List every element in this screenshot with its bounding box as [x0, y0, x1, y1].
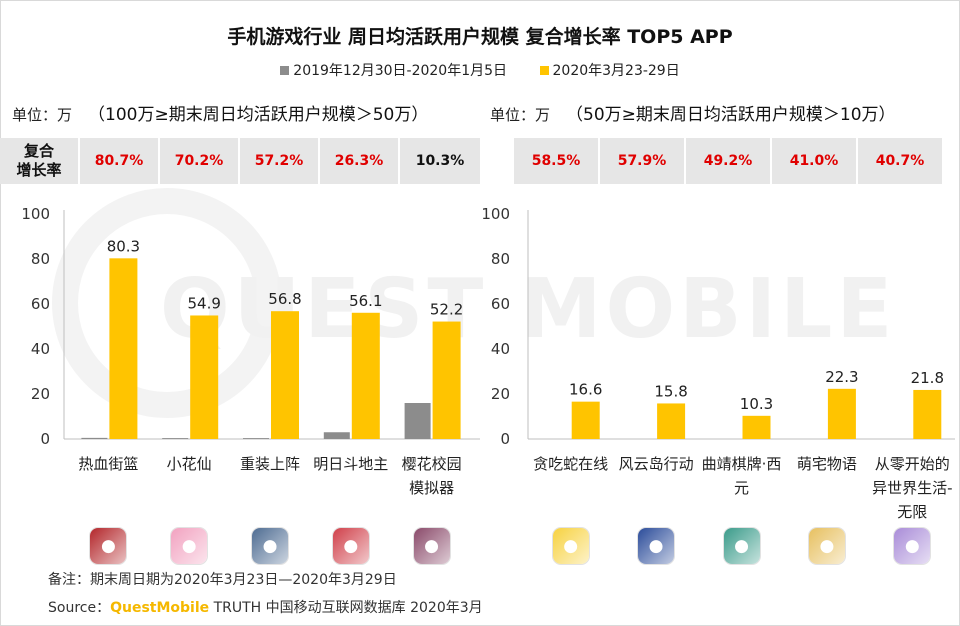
left-x-tick-label: 小花仙	[166, 455, 212, 473]
legend-item-period-1: 2019年12月30日-2020年1月5日	[280, 60, 507, 80]
right-data-label: 22.3	[825, 368, 858, 386]
left-range-label: （100万≥期末周日均活跃用户规模＞50万）	[88, 105, 429, 125]
right-y-tick-label: 80	[491, 250, 510, 268]
left-bar-period-1	[243, 438, 269, 439]
right-y-tick-label: 100	[481, 205, 510, 223]
left-growth-4: 26.3%	[320, 138, 400, 184]
left-data-label: 54.9	[187, 294, 220, 312]
right-unit: 单位：万 （50万≥期末周日均活跃用户规模＞10万）	[490, 100, 896, 125]
left-bar-period-2	[271, 311, 299, 439]
left-y-tick-label: 0	[40, 430, 50, 448]
footnote: 备注：期末周日期为2020年3月23日—2020年3月29日	[48, 572, 397, 588]
right-unit-label: 单位：万	[490, 106, 551, 124]
right-x-tick-label: 从零开始的 异世界生活- 无限	[872, 455, 953, 521]
right-data-label: 10.3	[740, 395, 773, 413]
left-growth-3: 57.2%	[240, 138, 320, 184]
chart-title: 手机游戏行业 周日均活跃用户规模 复合增长率 TOP5 APP	[227, 26, 733, 48]
right-bar-period-2	[742, 415, 771, 439]
left-bar-period-2	[351, 312, 380, 439]
right-y-tick-label: 20	[491, 385, 510, 403]
source-brand: QuestMobile	[110, 600, 210, 616]
growth-header: 复合 增长率	[0, 138, 80, 184]
right-growth-row: 58.5% 57.9% 49.2% 41.0% 40.7%	[514, 138, 942, 184]
left-y-tick-label: 20	[31, 385, 50, 403]
right-range-label: （50万≥期末周日均活跃用户规模＞10万）	[566, 105, 896, 125]
right-y-tick-label: 0	[500, 430, 510, 448]
right-bar-period-2	[827, 388, 856, 439]
right-data-label: 21.8	[911, 369, 944, 387]
left-data-label: 56.1	[349, 292, 382, 310]
source-rest: TRUTH 中国移动互联网数据库 2020年3月	[209, 600, 483, 616]
doudizhu-girl-icon: ●	[332, 528, 369, 564]
left-bar-period-2	[190, 315, 219, 439]
right-bar-period-2	[571, 401, 600, 439]
anime-hero-icon: ●	[638, 528, 675, 564]
right-growth-3: 49.2%	[686, 138, 772, 184]
mahjong-girl-icon: ●	[723, 528, 760, 564]
left-x-tick-label: 热血街篮	[78, 455, 139, 473]
right-x-tick-label: 贪吃蛇在线	[533, 455, 609, 473]
left-y-tick-label: 40	[31, 340, 50, 358]
left-unit: 单位：万 （100万≥期末周日均活跃用户规模＞50万）	[12, 100, 428, 125]
left-y-tick-label: 100	[21, 205, 50, 223]
right-growth-5: 40.7%	[875, 153, 925, 169]
legend-label-period-2: 2020年3月23-29日	[552, 63, 680, 79]
left-y-tick-label: 80	[31, 250, 50, 268]
left-y-tick-label: 60	[31, 295, 50, 313]
left-bar-period-2	[432, 321, 461, 439]
left-data-label: 80.3	[107, 237, 140, 255]
chibi-girl-icon: ●	[808, 528, 845, 564]
right-growth-2: 57.9%	[600, 138, 686, 184]
left-bar-period-2	[109, 258, 138, 439]
source-prefix: Source：	[48, 600, 111, 616]
left-x-tick-label: 重装上阵	[239, 455, 300, 473]
left-growth-2: 70.2%	[160, 138, 240, 184]
legend-item-period-2: 2020年3月23-29日	[539, 60, 680, 80]
left-growth-5: 10.3%	[415, 153, 465, 169]
left-bar-period-1	[404, 403, 431, 439]
legend: 2019年12月30日-2020年1月5日 2020年3月23-29日	[0, 60, 960, 80]
right-y-tick-label: 40	[491, 340, 510, 358]
legend-swatch-yellow	[539, 65, 549, 75]
left-growth-row: 复合 增长率 80.7% 70.2% 57.2% 26.3% 10.3%	[0, 138, 480, 184]
right-bar-period-2	[913, 389, 942, 439]
basketball-game-icon: ●	[90, 528, 127, 564]
right-growth-4: 41.0%	[772, 138, 858, 184]
flower-girl-icon: ●	[171, 528, 208, 564]
left-bar-period-1	[162, 438, 189, 439]
right-growth-1: 58.5%	[514, 138, 600, 184]
mech-robot-icon: ●	[252, 528, 288, 564]
left-x-tick-label: 明日斗地主	[313, 455, 389, 473]
legend-label-period-1: 2019年12月30日-2020年1月5日	[293, 63, 508, 79]
rem-anime-icon: ●	[894, 528, 931, 564]
left-data-label: 52.2	[430, 301, 463, 319]
left-bar-period-1	[323, 432, 350, 439]
right-data-label: 15.8	[654, 382, 687, 400]
school-girls-icon: ●	[413, 528, 450, 564]
legend-swatch-gray	[280, 65, 290, 75]
right-bar-period-2	[657, 403, 686, 439]
left-bar-period-1	[81, 437, 108, 439]
left-x-tick-label: 樱花校园 模拟器	[401, 455, 462, 497]
right-x-tick-label: 曲靖棋牌·西 元	[701, 455, 782, 497]
pikachu-icon: ●	[552, 528, 589, 564]
left-data-label: 56.8	[268, 290, 301, 308]
right-x-tick-label: 风云岛行动	[618, 455, 694, 473]
left-growth-1: 80.7%	[80, 138, 160, 184]
left-unit-label: 单位：万	[12, 106, 73, 124]
source-line: Source：QuestMobile TRUTH 中国移动互联网数据库 2020…	[48, 597, 483, 617]
right-data-label: 16.6	[569, 381, 602, 399]
right-x-tick-label: 萌宅物语	[796, 455, 857, 473]
right-y-tick-label: 60	[491, 295, 510, 313]
